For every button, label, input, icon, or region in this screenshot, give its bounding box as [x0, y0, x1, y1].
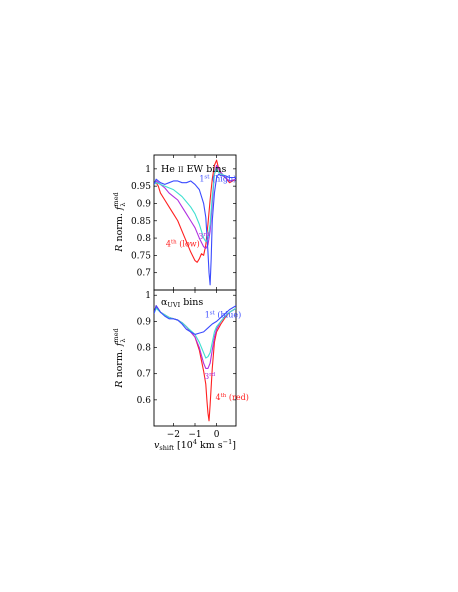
y-tick-labels: 0.7 0.75 0.8 0.85 0.9 0.95 1	[131, 165, 151, 279]
x-tick-label: −2	[167, 430, 180, 440]
series-line-2	[154, 307, 236, 359]
y-tick-label: 0.7	[137, 370, 152, 380]
y-tick-label: 0.7	[137, 269, 152, 279]
y-axis-label: R norm. fλmed	[112, 328, 127, 388]
series-line-1	[154, 173, 236, 286]
series-label: 3rd	[204, 372, 216, 381]
series-line-3	[154, 164, 236, 250]
y-tick-label: 0.95	[131, 182, 151, 192]
x-tick-label: −1	[188, 430, 201, 440]
series-label: 4th (red)	[216, 393, 249, 402]
panel-alpha-uvi: 0.6 0.7 0.8 0.9 1 −2 −1 0 1st (blue) 3rd 4th (re…	[112, 289, 249, 452]
panel-title: αUVI bins	[161, 297, 203, 309]
series-label: 3rd	[198, 232, 210, 241]
series-label: 1st (blue)	[205, 310, 242, 319]
axis-ticks	[154, 155, 236, 290]
y-tick-label: 0.9	[137, 317, 152, 327]
series-group	[154, 305, 236, 422]
y-tick-label: 0.8	[137, 344, 152, 354]
series-line-2	[154, 168, 236, 243]
y-tick-label: 0.75	[131, 251, 151, 261]
series-line-4	[154, 159, 236, 263]
y-tick-label: 1	[145, 291, 151, 301]
axis-ticks	[154, 290, 236, 426]
y-tick-label: 0.8	[137, 234, 152, 244]
series-line-1	[154, 305, 236, 336]
x-tick-label: 0	[214, 430, 220, 440]
y-tick-labels: 0.6 0.7 0.8 0.9 1	[137, 291, 152, 406]
y-tick-label: 0.85	[131, 217, 151, 227]
series-label: 1st (high)	[199, 175, 236, 184]
series-line-4	[154, 305, 236, 422]
panel-he-ii-ew: 0.7 0.75 0.8 0.85 0.9 0.95 1 1st (high) 3rd4th …	[112, 154, 237, 291]
y-tick-label: 0.6	[137, 396, 152, 406]
y-tick-label: 0.9	[137, 199, 152, 209]
series-label: 4th (low)	[166, 239, 200, 248]
x-axis-label: vshift [104 km s−1]	[154, 438, 236, 452]
y-tick-label: 1	[145, 165, 151, 175]
y-axis-label: R norm. fλmed	[112, 192, 127, 252]
series-group	[154, 159, 236, 286]
series-labels: 1st (blue) 3rd 4th (red)	[204, 310, 249, 401]
x-tick-labels: −2 −1 0	[167, 430, 220, 440]
panel-title: He ii EW bins	[161, 164, 226, 175]
